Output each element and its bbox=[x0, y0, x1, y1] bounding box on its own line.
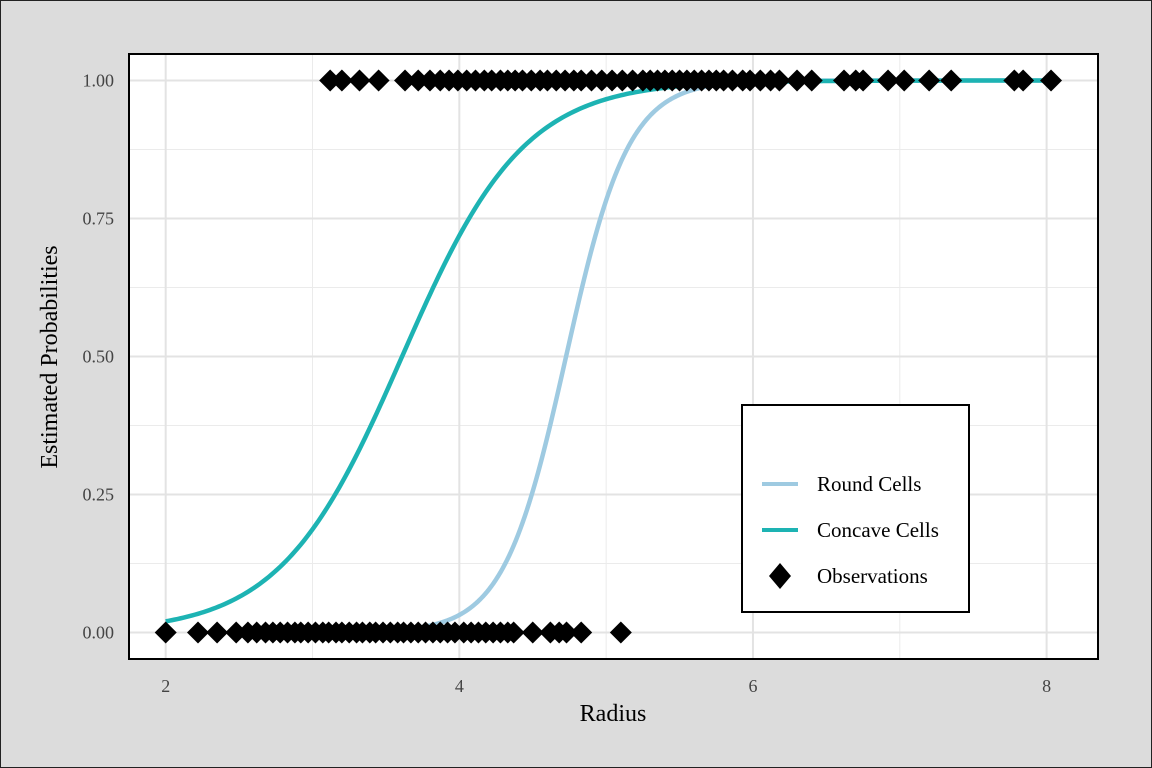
x-tick-label: 2 bbox=[161, 676, 170, 696]
observation-points bbox=[154, 69, 1063, 644]
observation-point bbox=[570, 621, 593, 644]
observation-point bbox=[768, 69, 791, 92]
plot-border bbox=[128, 53, 1099, 660]
y-axis-title: Estimated Probabilities bbox=[37, 245, 63, 468]
observation-point bbox=[877, 69, 900, 92]
y-axis-tick-labels: 0.00 0.25 0.50 0.75 1.00 bbox=[83, 70, 115, 642]
observation-point bbox=[555, 621, 578, 644]
x-tick-label: 8 bbox=[1042, 676, 1051, 696]
observation-point bbox=[225, 621, 248, 644]
observation-point bbox=[187, 621, 210, 644]
observation-point bbox=[1012, 69, 1035, 92]
legend-label-concave-cells: Concave Cells bbox=[817, 518, 939, 542]
observation-point bbox=[833, 69, 856, 92]
y-tick-label: 0.50 bbox=[83, 347, 115, 367]
observation-point bbox=[154, 621, 177, 644]
legend-label-observations: Observations bbox=[817, 564, 928, 588]
observation-point bbox=[367, 69, 390, 92]
y-tick-label: 0.75 bbox=[83, 208, 115, 228]
y-tick-label: 0.00 bbox=[83, 623, 115, 643]
x-tick-label: 4 bbox=[455, 676, 464, 696]
legend-label-round-cells: Round Cells bbox=[817, 472, 921, 496]
observation-point bbox=[348, 69, 371, 92]
observation-point bbox=[918, 69, 941, 92]
observation-point bbox=[800, 69, 823, 92]
observation-point bbox=[521, 621, 544, 644]
observation-point bbox=[206, 621, 229, 644]
x-axis-tick-labels: 2 4 6 8 bbox=[161, 676, 1051, 696]
y-tick-label: 1.00 bbox=[83, 70, 115, 90]
legend-marker-observations bbox=[769, 563, 791, 589]
legend: Round Cells Concave Cells Observations bbox=[741, 404, 970, 613]
observation-point bbox=[1040, 69, 1063, 92]
observation-point bbox=[330, 69, 353, 92]
observation-point bbox=[893, 69, 916, 92]
x-axis-title: Radius bbox=[580, 701, 647, 727]
observation-point bbox=[319, 69, 342, 92]
x-tick-label: 6 bbox=[748, 676, 757, 696]
observation-point bbox=[852, 69, 875, 92]
observation-point bbox=[407, 69, 430, 92]
observation-point bbox=[940, 69, 963, 92]
observation-point bbox=[609, 621, 632, 644]
observation-point bbox=[502, 621, 525, 644]
observation-point bbox=[394, 69, 417, 92]
observation-point bbox=[786, 69, 809, 92]
y-tick-label: 0.25 bbox=[83, 485, 115, 505]
